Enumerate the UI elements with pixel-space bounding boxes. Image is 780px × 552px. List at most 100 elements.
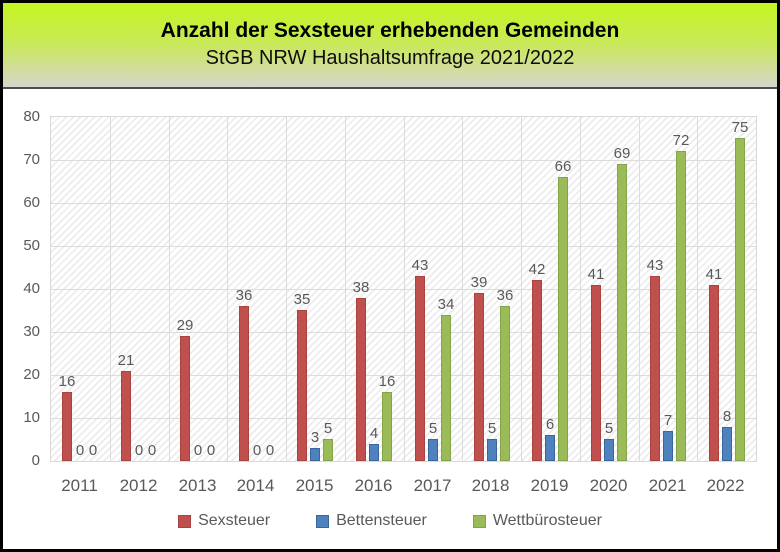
bar-value-label: 5	[428, 420, 438, 437]
bar-value-label: 16	[378, 373, 396, 390]
bar	[415, 276, 425, 461]
gridline-vertical	[697, 117, 698, 461]
bar	[735, 138, 745, 461]
bar	[722, 427, 732, 461]
x-axis-category-label: 2015	[295, 476, 334, 495]
bar-value-label: 0	[193, 442, 203, 459]
chart-title: Anzahl der Sexsteuer erhebenden Gemeinde…	[160, 19, 620, 42]
legend-color-swatch	[316, 514, 330, 528]
legend: Sexsteuer Bettensteuer Wettbürosteuer	[3, 512, 777, 530]
bar-value-label: 75	[731, 119, 749, 136]
bar-value-label: 0	[252, 442, 262, 459]
bar-value-label: 41	[705, 266, 723, 283]
bar-value-label: 3	[310, 429, 320, 446]
bar	[558, 177, 568, 461]
bar	[239, 306, 249, 461]
legend-label: Sexsteuer	[198, 512, 271, 529]
bar-value-label: 43	[646, 257, 664, 274]
bar	[356, 298, 366, 461]
bar-value-label: 36	[496, 287, 514, 304]
bar-value-label: 36	[235, 287, 253, 304]
x-axis-category-label: 2019	[530, 476, 569, 495]
legend-item: Sexsteuer	[178, 512, 270, 530]
bar-value-label: 66	[554, 158, 572, 175]
bar-value-label: 16	[58, 373, 76, 390]
x-axis-category-label: 2011	[61, 476, 98, 495]
bar-value-label: 0	[75, 442, 85, 459]
x-axis-category-label: 2021	[648, 476, 687, 495]
bar-value-label: 42	[528, 261, 546, 278]
gridline-vertical	[286, 117, 287, 461]
plot-area: 16 21 29 36 35 38 43 39 42 41 43 41 0 0 0 0 3 4 5 5 6 5 7 8 0 0 0 0…	[50, 116, 757, 462]
bar	[441, 315, 451, 461]
bar	[604, 439, 614, 461]
legend-label: Bettensteuer	[336, 512, 427, 529]
bar	[650, 276, 660, 461]
x-axis-category-label: 2020	[589, 476, 628, 495]
x-axis-category-label: 2018	[471, 476, 510, 495]
legend-item: Wettbürosteuer	[472, 512, 602, 530]
x-axis-category-label: 2022	[706, 476, 745, 495]
y-axis-tick-label: 60	[23, 194, 40, 211]
bar	[617, 164, 627, 461]
y-axis-tick-label: 10	[23, 409, 40, 426]
bar-value-label: 34	[437, 296, 455, 313]
y-axis-tick-label: 0	[31, 452, 40, 469]
bar-value-label: 8	[722, 408, 732, 425]
bar	[676, 151, 686, 461]
bar-value-label: 43	[411, 257, 429, 274]
bar	[474, 293, 484, 461]
bar-value-label: 35	[293, 291, 311, 308]
y-axis-tick-label: 70	[23, 151, 40, 168]
bar	[310, 448, 320, 461]
y-axis-tick-label: 30	[23, 323, 40, 340]
chart-header: Anzahl der Sexsteuer erhebenden Gemeinde…	[3, 3, 777, 89]
y-axis-tick-label: 80	[23, 108, 40, 125]
legend-color-swatch	[472, 514, 486, 528]
bar	[323, 439, 333, 461]
gridline-horizontal	[51, 332, 756, 333]
gridline-vertical	[462, 117, 463, 461]
bar	[591, 285, 601, 461]
bar-value-label: 6	[545, 416, 555, 433]
bar-value-label: 21	[117, 352, 135, 369]
bar-value-label: 7	[663, 412, 673, 429]
legend-item: Bettensteuer	[316, 512, 427, 530]
gridline-horizontal	[51, 289, 756, 290]
gridline-vertical	[404, 117, 405, 461]
gridline-vertical	[227, 117, 228, 461]
bar-value-label: 4	[369, 425, 379, 442]
legend-label: Wettbürosteuer	[492, 512, 602, 529]
gridline-horizontal	[51, 203, 756, 204]
bar	[180, 336, 190, 461]
gridline-horizontal	[51, 246, 756, 247]
bar	[663, 431, 673, 461]
bar-value-label: 39	[470, 274, 488, 291]
bar-value-label: 38	[352, 279, 370, 296]
bar	[382, 392, 392, 461]
bar	[545, 435, 555, 461]
gridline-horizontal	[51, 375, 756, 376]
x-axis-category-label: 2016	[354, 476, 393, 495]
y-axis-tick-label: 40	[23, 280, 40, 297]
bar-value-label: 5	[604, 420, 614, 437]
gridline-vertical	[110, 117, 111, 461]
bar	[709, 285, 719, 461]
bar-value-label: 0	[134, 442, 144, 459]
chart-region: 0 10 20 30 40 50 60 70 80 16 21 29 36 35 38 43 39 42 41 43…	[3, 89, 777, 549]
gridline-horizontal	[51, 418, 756, 419]
bar-value-label: 0	[265, 442, 275, 459]
bar-value-label: 41	[587, 266, 605, 283]
x-axis-category-label: 2012	[119, 476, 158, 495]
gridline-vertical	[639, 117, 640, 461]
y-axis-tick-label: 50	[23, 237, 40, 254]
bar	[428, 439, 438, 461]
gridline-horizontal	[51, 160, 756, 161]
bar-value-label: 72	[672, 132, 690, 149]
bar-value-label: 0	[88, 442, 98, 459]
bar	[297, 310, 307, 461]
x-axis-category-label: 2014	[236, 476, 275, 495]
x-axis-category-label: 2017	[413, 476, 452, 495]
bar-value-label: 0	[147, 442, 157, 459]
